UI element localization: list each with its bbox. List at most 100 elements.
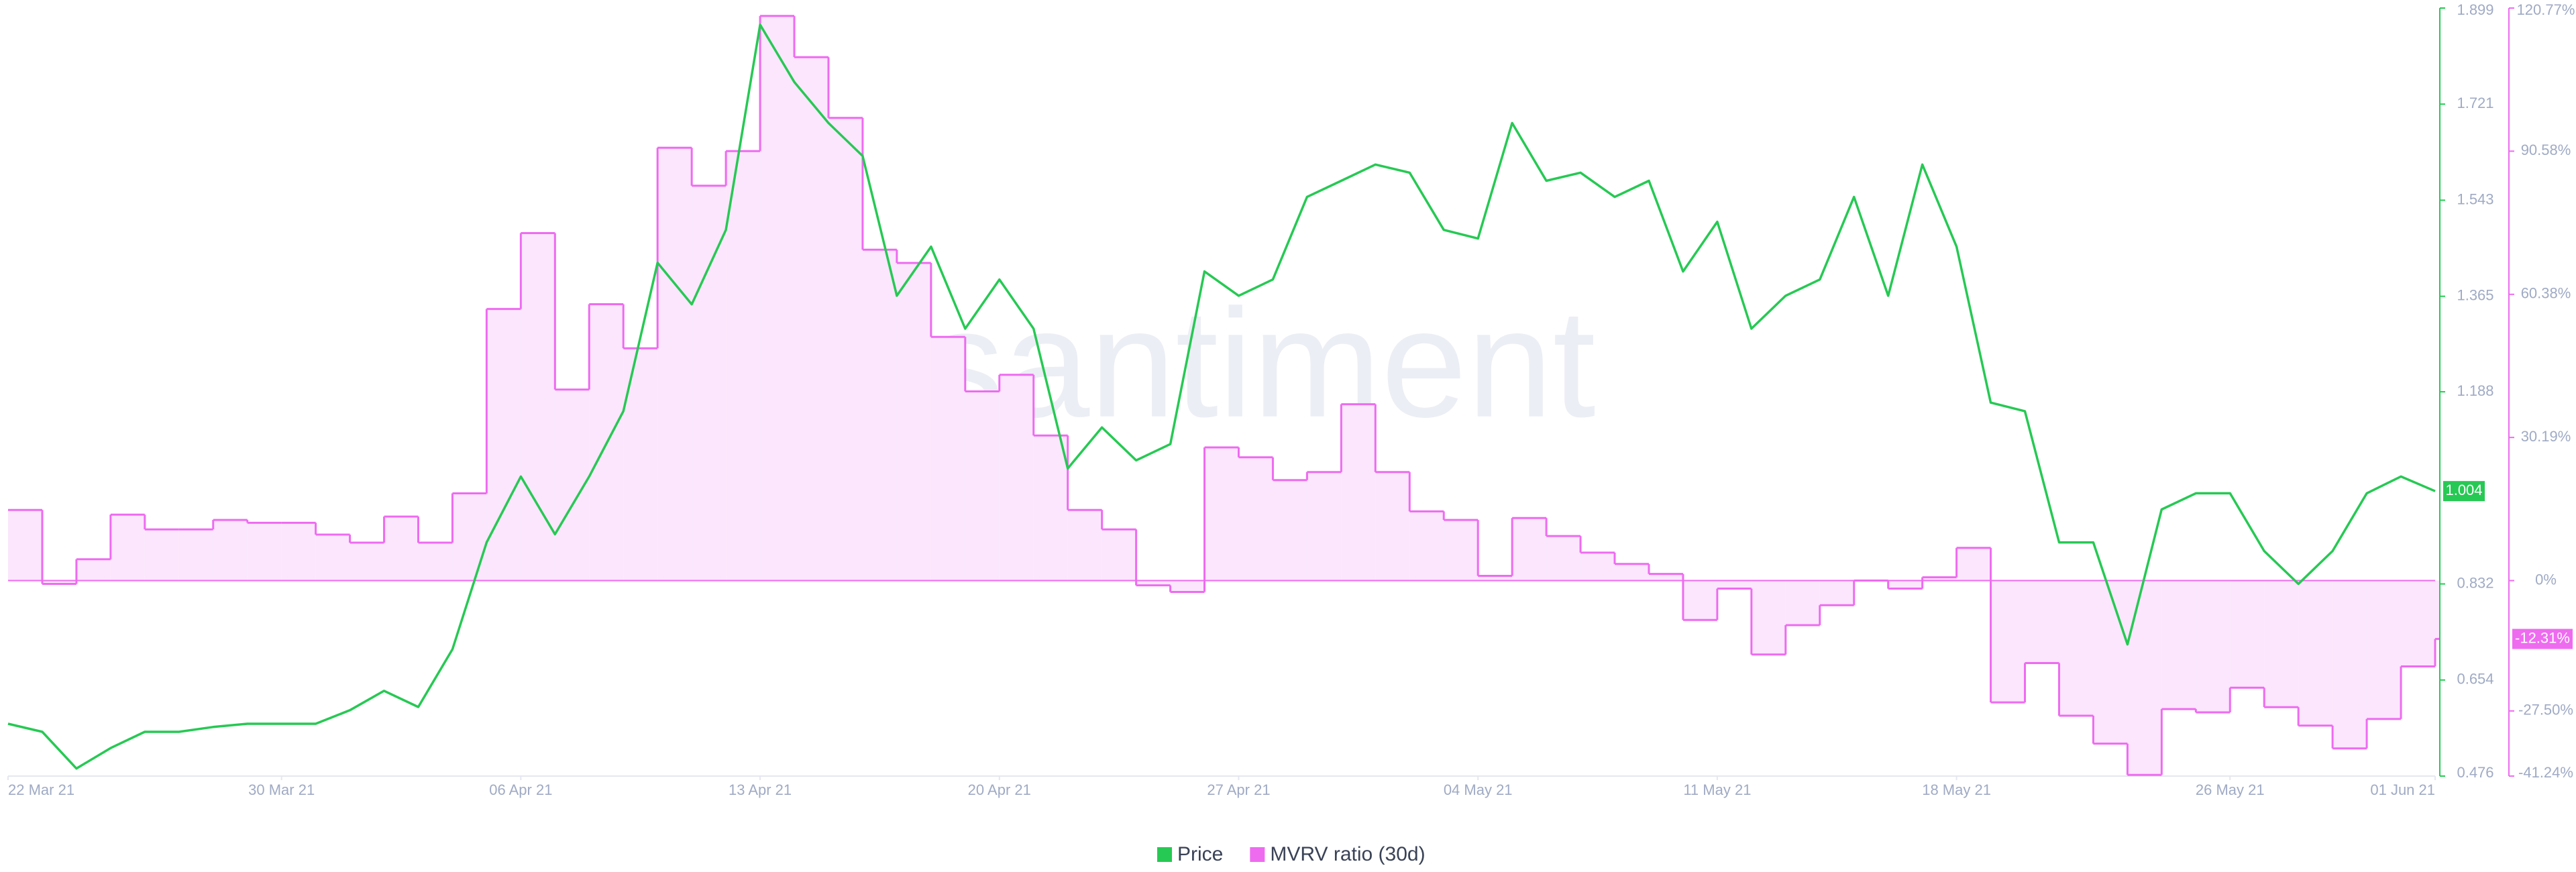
mvrv-area	[2230, 580, 2265, 688]
y2-tick-label: 90.58%	[2521, 142, 2571, 158]
mvrv-area	[2025, 580, 2059, 663]
mvrv-area	[2332, 580, 2367, 749]
mvrv-area	[1512, 518, 1547, 581]
legend: Price MVRV ratio (30d)	[1157, 843, 1426, 865]
mvrv-area	[486, 309, 521, 581]
mvrv-area	[2435, 580, 2439, 639]
mvrv-area	[350, 542, 384, 581]
mvrv-area	[1580, 552, 1615, 581]
mvrv-series	[8, 15, 2439, 776]
y-tick-label: 1.543	[2457, 190, 2493, 207]
mvrv-area	[1990, 580, 2025, 703]
mvrv-area	[1615, 563, 1649, 581]
legend-label: MVRV ratio (30d)	[1270, 843, 1425, 865]
mvrv-area	[1273, 480, 1307, 581]
mvrv-area	[1102, 529, 1136, 581]
mvrv-area	[1375, 472, 1410, 581]
legend-swatch	[1157, 847, 1172, 862]
x-tick-label: 04 May 21	[1444, 781, 1513, 798]
x-tick-label: 20 Apr 21	[968, 781, 1031, 798]
mvrv-area	[794, 57, 828, 581]
mvrv-area	[452, 493, 487, 581]
y2-tick-label: 0%	[2535, 571, 2557, 588]
y2-tick-label: 120.77%	[2517, 1, 2575, 18]
mvrv-area	[110, 514, 145, 581]
mvrv-badge-label: -12.31%	[2515, 629, 2570, 646]
y-tick-label: 0.654	[2457, 671, 2493, 688]
mvrv-area	[178, 529, 213, 581]
mvrv-area	[1067, 510, 1102, 581]
mvrv-area	[623, 348, 658, 581]
mvrv-area	[247, 523, 282, 581]
y-tick-label: 1.721	[2457, 95, 2493, 111]
mvrv-area	[1033, 435, 1068, 581]
mvrv-area	[1444, 520, 1479, 581]
mvrv-area	[1785, 580, 1820, 625]
mvrv-area	[692, 185, 727, 581]
mvrv-area	[213, 520, 248, 581]
y-tick-label: 1.899	[2457, 1, 2493, 18]
mvrv-area	[1717, 580, 1752, 589]
mvrv-area	[1546, 536, 1581, 581]
mvrv-area	[726, 151, 761, 581]
mvrv-area	[76, 559, 111, 581]
legend-label: Price	[1177, 843, 1223, 865]
mvrv-area	[418, 542, 453, 581]
mvrv-area	[1409, 511, 1444, 581]
mvrv-area	[281, 523, 316, 581]
mvrv-badge	[2512, 629, 2573, 649]
mvrv-area	[2401, 580, 2435, 667]
x-tick-label: 18 May 21	[1922, 781, 1991, 798]
mvrv-area	[760, 15, 795, 581]
price-badge	[2443, 481, 2485, 502]
mvrv-area	[2298, 580, 2333, 726]
mvrv-area	[2059, 580, 2094, 716]
mvrv-area	[2264, 580, 2299, 708]
mvrv-area	[930, 337, 965, 581]
x-tick-label: 22 Mar 21	[8, 781, 74, 798]
mvrv-area	[1136, 580, 1171, 586]
mvrv-area	[2161, 580, 2196, 710]
mvrv-area	[8, 510, 42, 581]
mvrv-area	[521, 233, 555, 581]
price-line	[7, 23, 2436, 770]
mvrv-area	[1956, 547, 1991, 581]
mvrv-area	[828, 117, 863, 581]
watermark: santiment	[926, 277, 1595, 449]
mvrv-area	[965, 391, 1000, 581]
mvrv-area	[999, 374, 1034, 581]
x-tick-label: 13 Apr 21	[729, 781, 792, 798]
mvrv-area	[1478, 576, 1513, 581]
mvrv-area	[315, 534, 350, 581]
price-badge-label: 1.004	[2445, 482, 2482, 498]
mvrv-area	[144, 529, 179, 581]
mvrv-area	[2093, 580, 2128, 744]
y2-tick-label: 30.19%	[2521, 428, 2571, 445]
mvrv-area	[1682, 580, 1717, 620]
legend-swatch	[1250, 847, 1265, 862]
x-tick-label: 01 Jun 21	[2370, 781, 2435, 798]
mvrv-area	[1204, 447, 1239, 581]
mvrv-area	[1238, 457, 1273, 581]
mvrv-area	[896, 263, 931, 581]
mvrv-area	[1922, 577, 1957, 581]
y2-tick-label: 60.38%	[2521, 285, 2571, 302]
mvrv-area	[1819, 580, 1854, 606]
x-tick-label: 26 May 21	[2196, 781, 2265, 798]
y2-tick-label: -27.50%	[2518, 702, 2573, 718]
mvrv-area	[2127, 580, 2162, 775]
mvrv-area	[1170, 580, 1205, 592]
mvrv-area	[862, 250, 897, 581]
x-tick-label: 11 May 21	[1683, 781, 1751, 798]
y-tick-label: 0.832	[2457, 574, 2493, 591]
mvrv-area	[2196, 580, 2231, 713]
mvrv-area	[657, 148, 692, 581]
mvrv-area	[1751, 580, 1786, 655]
mvrv-area	[1341, 404, 1376, 581]
y-tick-label: 0.476	[2457, 764, 2493, 781]
mvrv-area	[1307, 472, 1342, 581]
y-tick-label: 1.365	[2457, 286, 2493, 303]
x-tick-label: 27 Apr 21	[1207, 781, 1270, 798]
mvrv-area	[42, 580, 76, 584]
